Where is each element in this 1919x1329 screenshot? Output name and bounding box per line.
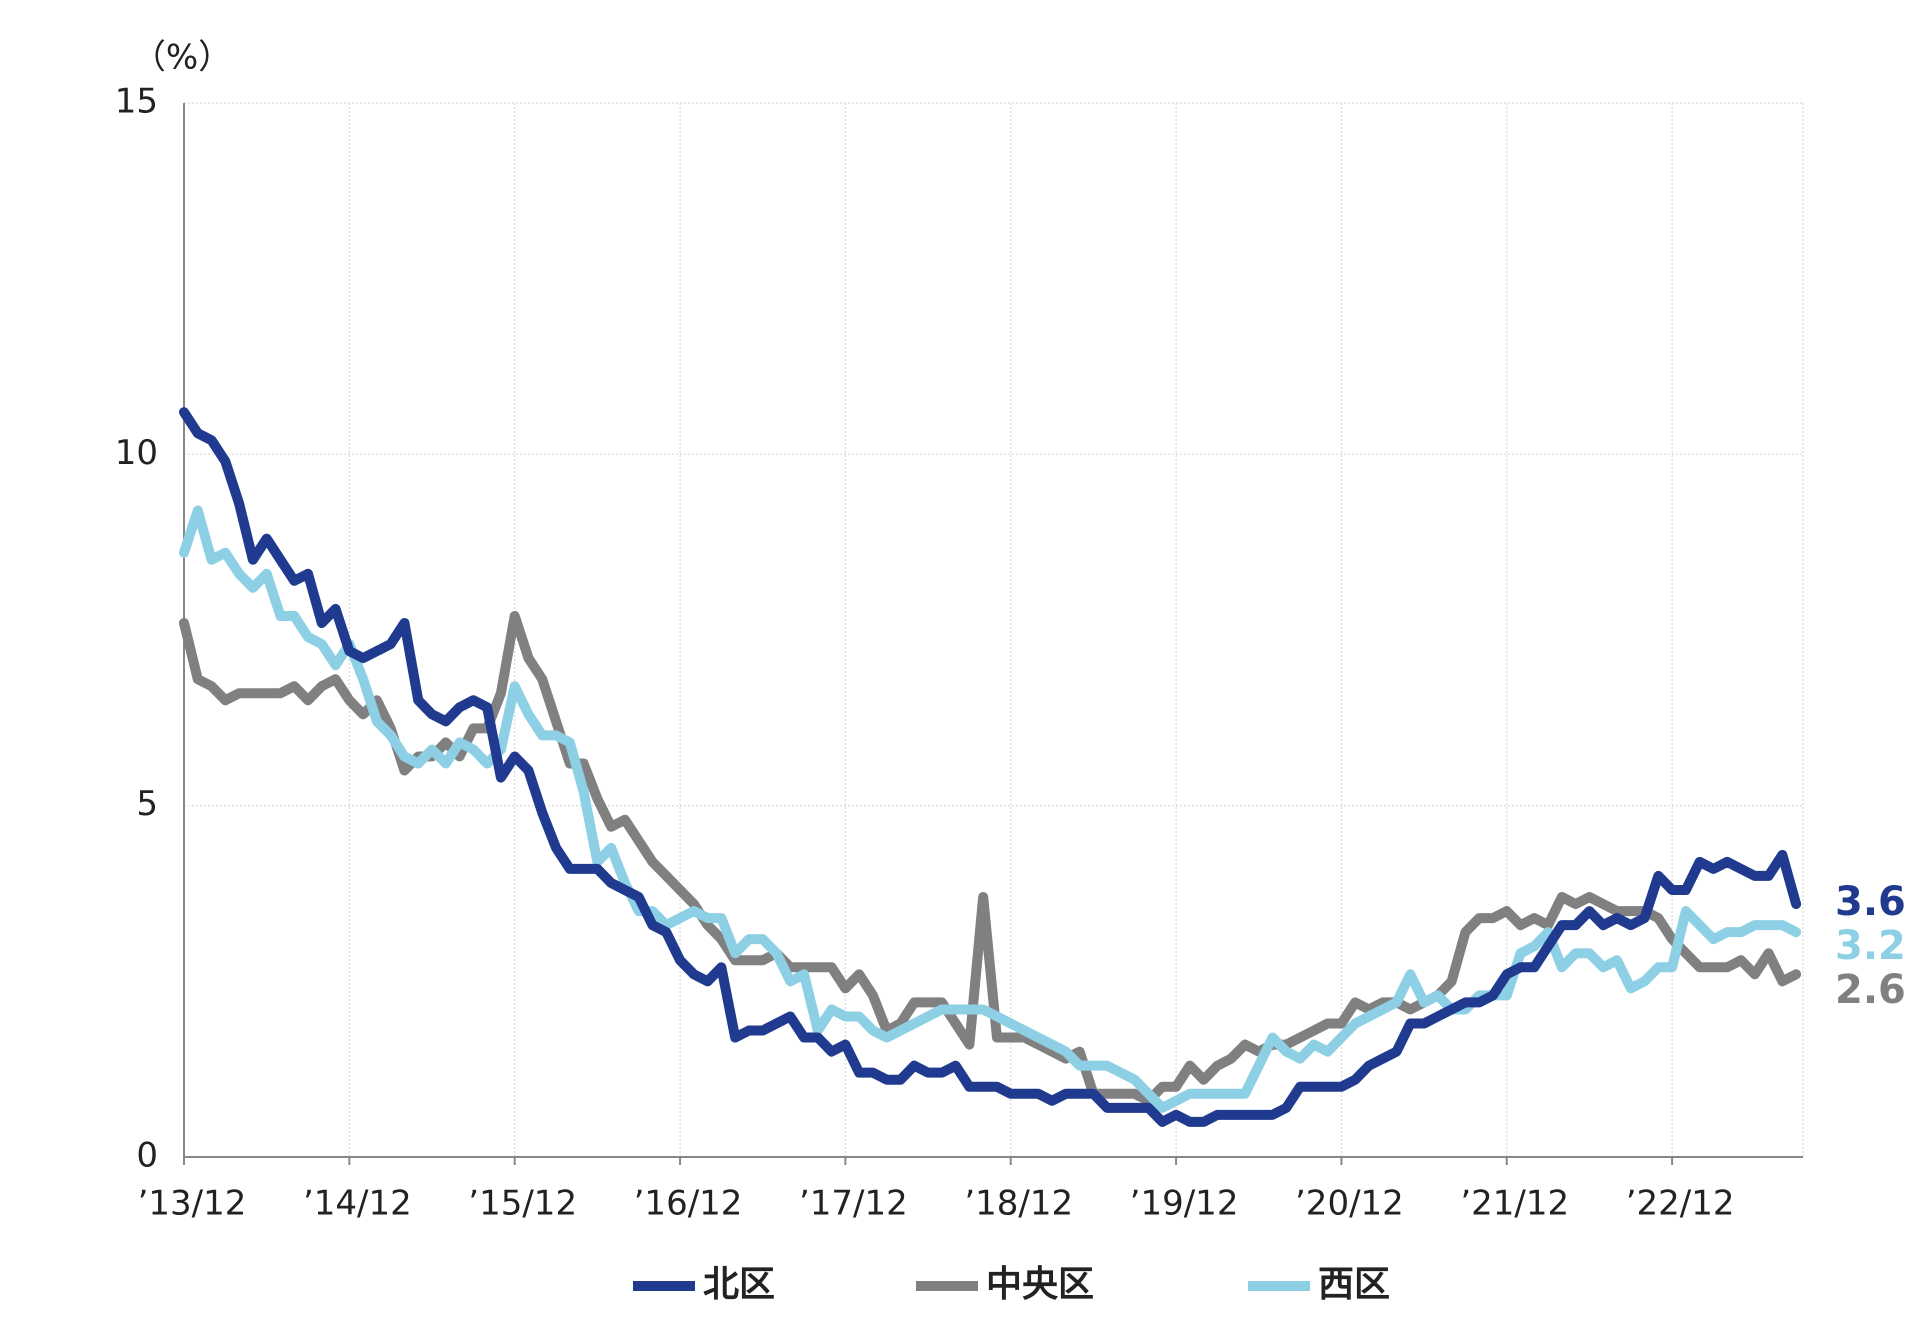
series-line [179, 610, 1802, 1106]
y-tick-label: 5 [136, 784, 158, 824]
x-tick-label: ’20/12 [1295, 1184, 1404, 1224]
y-tick-label: 10 [115, 433, 158, 473]
end-value-label: 2.6 [1835, 967, 1906, 1013]
series-line [179, 505, 1802, 1113]
legend-label: 西区 [1318, 1264, 1390, 1305]
x-tick-label: ’16/12 [634, 1184, 743, 1224]
x-tick-label: ’18/12 [964, 1184, 1073, 1224]
y-tick-label: 15 [115, 82, 158, 122]
legend-label: 中央区 [986, 1264, 1094, 1305]
end-value-label: 3.2 [1835, 923, 1906, 969]
y-tick-label: 0 [136, 1136, 158, 1176]
legend-label: 北区 [703, 1264, 775, 1305]
y-axis-label: （%） [132, 38, 232, 78]
x-tick-label: ’19/12 [1130, 1184, 1239, 1224]
x-tick-label: ’15/12 [468, 1184, 577, 1224]
x-tick-label: ’14/12 [303, 1184, 412, 1224]
end-value-label: 3.6 [1835, 879, 1906, 925]
x-tick-label: ’13/12 [138, 1184, 247, 1224]
x-tick-label: ’21/12 [1460, 1184, 1569, 1224]
x-tick-label: ’22/12 [1626, 1184, 1735, 1224]
x-tick-label: ’17/12 [799, 1184, 908, 1224]
series-line [179, 407, 1802, 1127]
